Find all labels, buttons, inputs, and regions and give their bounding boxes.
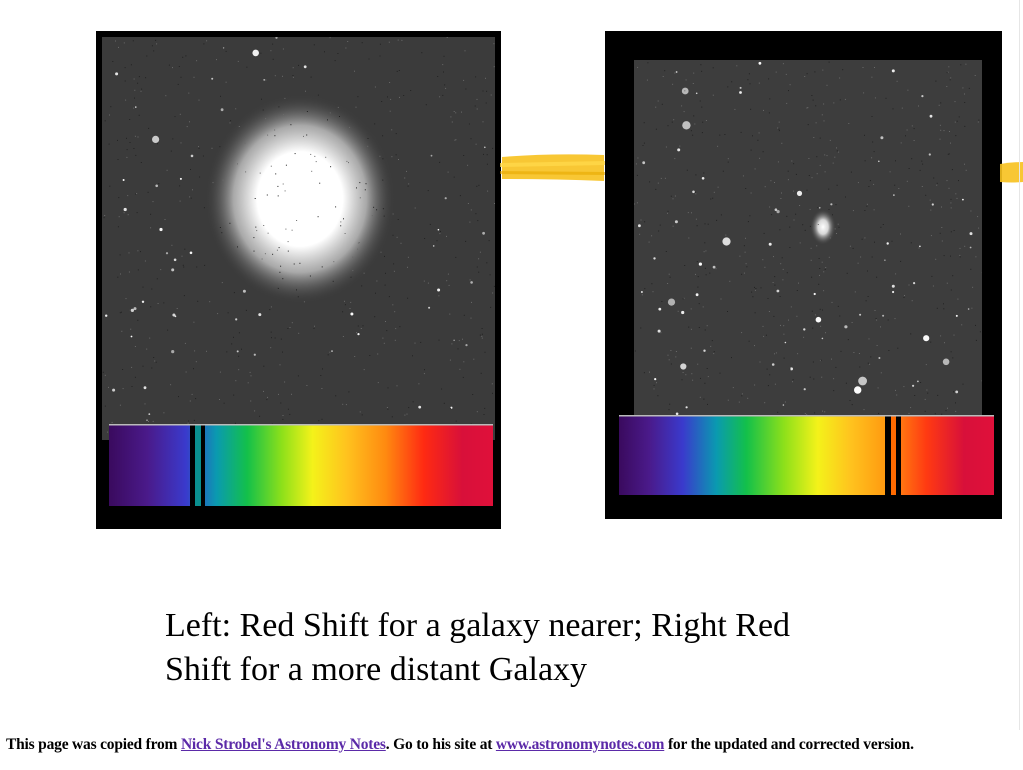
page-edge-rule [1019, 0, 1020, 730]
footer-middle: . Go to his site at [385, 736, 496, 753]
site-link[interactable]: www.astronomynotes.com [495, 736, 665, 753]
star-field [634, 61, 982, 418]
star-field [102, 37, 495, 440]
distant-galaxy-panel [605, 31, 1002, 519]
footer-suffix: for the updated and corrected version. [664, 736, 914, 753]
near-galaxy-image [102, 37, 495, 440]
highlight-streak-edge [1000, 160, 1023, 186]
highlight-streak [500, 151, 606, 185]
absorption-line [190, 424, 195, 506]
author-link[interactable]: Nick Strobel's Astronomy Notes [180, 736, 386, 753]
caption-line-2: Shift for a more distant Galaxy [165, 651, 588, 688]
distant-galaxy-spectrum [619, 415, 994, 495]
attribution-footer: This page was copied from Nick Strobel's… [6, 736, 1023, 754]
distant-galaxy-image [634, 60, 982, 418]
near-galaxy-spectrum [109, 424, 493, 506]
caption-line-1: Left: Red Shift for a galaxy nearer; Rig… [165, 607, 791, 644]
absorption-line [201, 424, 205, 506]
footer-prefix: This page was copied from [6, 736, 181, 753]
near-galaxy-panel [96, 31, 501, 529]
absorption-line [885, 415, 891, 495]
absorption-line [896, 415, 901, 495]
figure-caption: Left: Red Shift for a galaxy nearer; Rig… [165, 604, 925, 692]
